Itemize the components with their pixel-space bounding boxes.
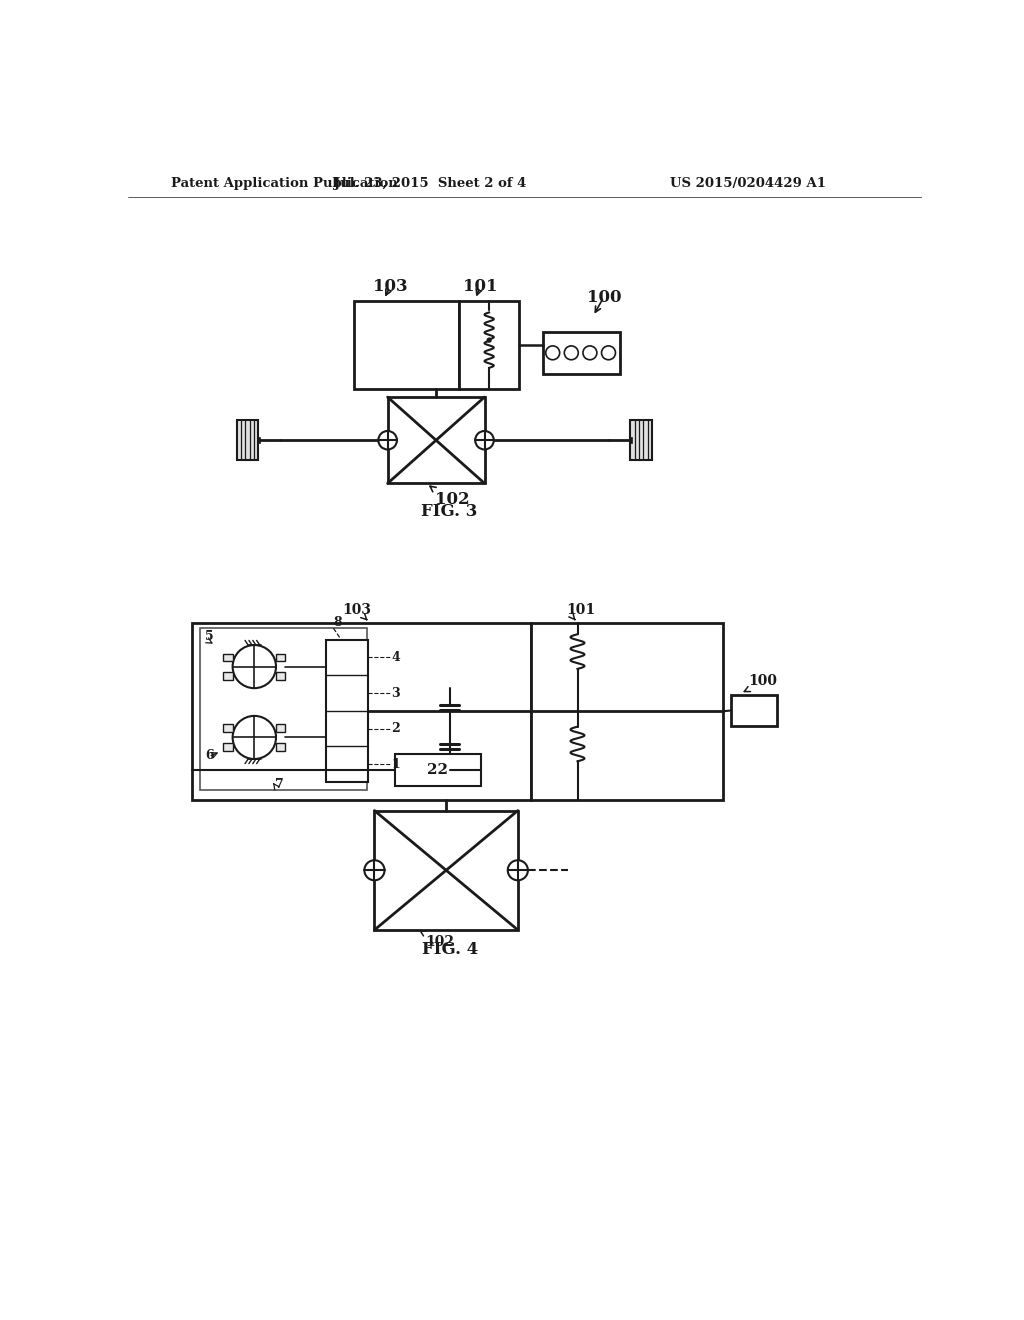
Text: 22: 22 [427,763,449,776]
Circle shape [365,861,385,880]
Text: 102: 102 [435,491,470,508]
Circle shape [232,645,276,688]
Text: 8: 8 [334,616,342,628]
Bar [276,743,286,751]
Circle shape [232,715,276,759]
Circle shape [583,346,597,360]
Bar [276,672,286,680]
Bar [200,628,367,789]
Text: 6: 6 [206,748,214,762]
Bar [388,397,484,483]
Bar [459,301,519,389]
Text: 103: 103 [342,602,371,616]
Bar [223,725,232,733]
Bar [731,696,777,726]
Text: 7: 7 [275,779,284,791]
Circle shape [546,346,560,360]
Bar [531,623,723,800]
Text: US 2015/0204429 A1: US 2015/0204429 A1 [671,177,826,190]
Text: 5: 5 [206,630,214,643]
Bar [193,623,531,800]
Circle shape [601,346,615,360]
Circle shape [564,346,579,360]
Text: 1: 1 [391,758,400,771]
Text: 102: 102 [426,935,455,949]
Bar [630,437,632,444]
Bar [223,672,232,680]
Text: 101: 101 [566,602,596,616]
Bar [543,331,621,374]
Text: Patent Application Publication: Patent Application Publication [171,177,397,190]
Bar [276,725,286,733]
Bar [257,437,260,444]
Text: FIG. 4: FIG. 4 [422,941,478,958]
Text: 3: 3 [391,686,400,700]
Bar [223,653,232,661]
Circle shape [475,430,494,449]
Bar [354,301,459,389]
Text: 101: 101 [463,279,497,296]
Bar [237,420,258,461]
Bar [630,420,652,461]
Bar [223,743,232,751]
Bar [276,653,286,661]
Circle shape [378,430,397,449]
Circle shape [508,861,528,880]
Bar [375,810,518,929]
Bar [395,754,480,785]
Text: 4: 4 [391,651,400,664]
Bar [326,640,369,781]
Circle shape [487,338,492,342]
Text: 100: 100 [587,289,622,305]
Text: 103: 103 [373,279,408,296]
Text: FIG. 3: FIG. 3 [422,503,478,520]
Text: Jul. 23, 2015  Sheet 2 of 4: Jul. 23, 2015 Sheet 2 of 4 [334,177,526,190]
Text: 2: 2 [391,722,400,735]
Text: 100: 100 [748,675,777,688]
